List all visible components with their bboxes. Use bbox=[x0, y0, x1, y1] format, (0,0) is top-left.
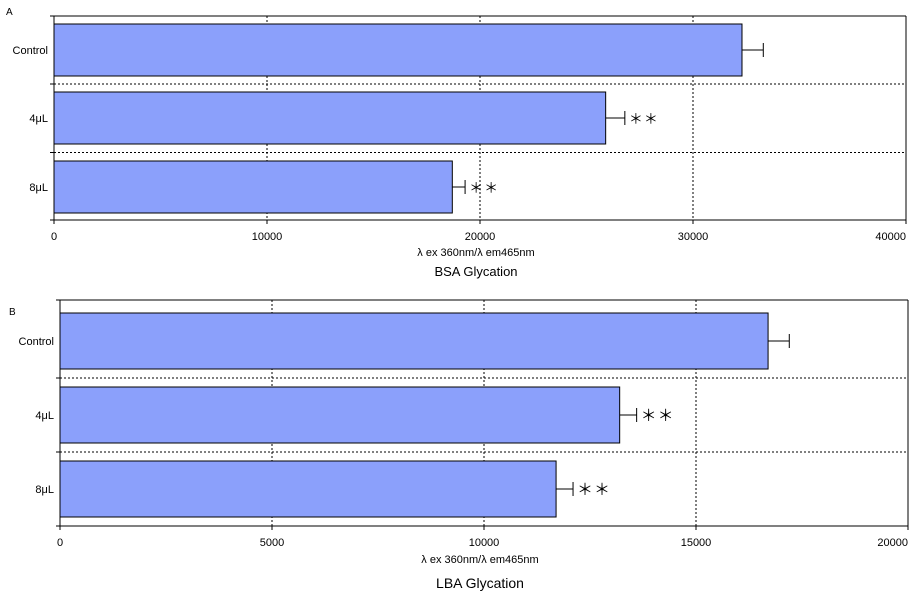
category-label: 8μL bbox=[29, 182, 48, 194]
chart-panel-b: 0 5000 10000 15000 20000 Control 4μL ＊＊ 8μL ＊＊ Bλ … bbox=[9, 299, 909, 591]
significance-marker: ＊＊ bbox=[469, 181, 499, 197]
bar bbox=[53, 160, 453, 214]
x-axis-label: λ ex 360nm/λ em465nm bbox=[421, 554, 538, 566]
chart-title: LBA Glycation bbox=[436, 575, 524, 591]
category-label: 4μL bbox=[29, 113, 48, 125]
x-tick-label: 5000 bbox=[260, 537, 284, 549]
bar bbox=[59, 386, 621, 444]
bar bbox=[59, 312, 769, 370]
significance-marker: ＊＊ bbox=[629, 112, 659, 128]
x-axis-label: λ ex 360nm/λ em465nm bbox=[417, 247, 534, 259]
bar bbox=[59, 460, 557, 518]
panel-label: A bbox=[6, 7, 13, 18]
category-label: 4μL bbox=[35, 410, 54, 422]
significance-marker: ＊＊ bbox=[577, 480, 611, 499]
x-tick-label: 30000 bbox=[678, 231, 709, 243]
bar bbox=[53, 91, 607, 145]
x-tick-label: 10000 bbox=[469, 537, 500, 549]
chart-panel-a: 0 10000 20000 30000 40000 Control 4μL ＊＊ 8μL ＊＊ Aλ… bbox=[6, 7, 907, 279]
category-label: 8μL bbox=[35, 484, 54, 496]
significance-marker: ＊＊ bbox=[641, 406, 675, 425]
x-tick-label: 20000 bbox=[877, 537, 908, 549]
x-tick-label: 0 bbox=[51, 231, 57, 243]
category-label: Control bbox=[19, 336, 54, 348]
x-tick-label: 20000 bbox=[465, 231, 496, 243]
x-tick-label: 0 bbox=[57, 537, 63, 549]
x-tick-label: 40000 bbox=[875, 231, 906, 243]
chart-title: BSA Glycation bbox=[434, 264, 517, 279]
x-tick-label: 15000 bbox=[681, 537, 712, 549]
panel-label: B bbox=[9, 307, 16, 318]
bar bbox=[53, 23, 743, 77]
x-tick-label: 10000 bbox=[252, 231, 283, 243]
category-label: Control bbox=[13, 45, 48, 57]
